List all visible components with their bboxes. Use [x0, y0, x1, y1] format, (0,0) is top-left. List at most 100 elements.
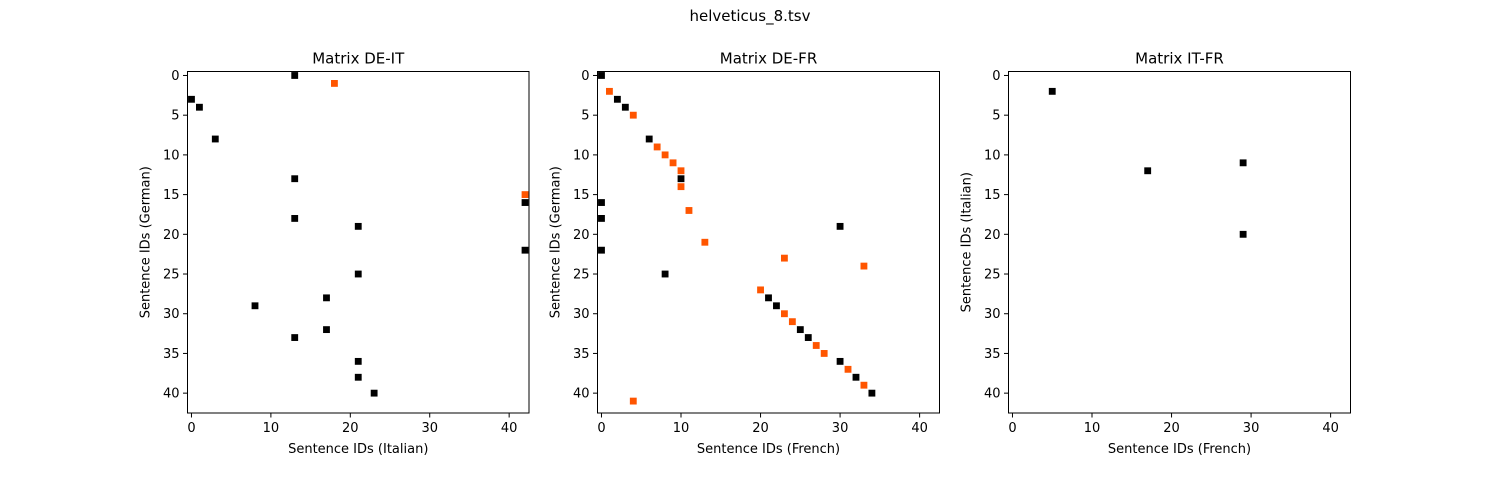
figure-title: helveticus_8.tsv: [689, 7, 811, 25]
data-point: [621, 103, 629, 111]
chart-title: Matrix IT-FR: [1135, 50, 1224, 68]
x-tick-label: 10: [263, 421, 280, 436]
data-point: [860, 381, 868, 389]
data-point: [780, 254, 788, 262]
data-point: [757, 286, 764, 294]
y-tick-label: 20: [573, 228, 590, 243]
x-tick-label: 20: [1163, 421, 1180, 436]
chart-title: Matrix DE-FR: [720, 50, 818, 68]
data-point: [354, 270, 362, 278]
chart-panel-3: 0 10 20 30 40 0 5 10 15 20 25 30 35 40 Matrix IT-FR Sen…: [960, 50, 1351, 457]
data-point: [669, 159, 677, 167]
y-tick-label: 0: [581, 69, 589, 84]
data-point: [661, 270, 669, 278]
y-tick-label: 10: [163, 148, 180, 163]
data-point: [804, 334, 812, 341]
data-point: [606, 87, 613, 95]
x-tick-label: 30: [832, 421, 849, 436]
x-tick-label: 30: [1243, 421, 1260, 436]
data-point: [645, 135, 653, 143]
data-point: [836, 357, 844, 365]
x-tick-label: 10: [1084, 421, 1101, 436]
data-point: [677, 167, 685, 175]
chart-panel-1: 0 10 20 30 40 0 5 10 15 20 25 30 35 40 Matrix DE-IT Sen…: [139, 50, 530, 457]
x-tick-label: 40: [501, 421, 518, 436]
data-point: [629, 111, 637, 119]
data-point: [291, 72, 299, 79]
x-tick-label: 20: [752, 421, 769, 436]
y-tick-label: 20: [163, 228, 180, 243]
data-point: [370, 389, 378, 397]
data-point: [701, 238, 709, 246]
data-point: [685, 207, 693, 214]
x-tick-label: 40: [1322, 421, 1339, 436]
y-tick-label: 40: [573, 387, 590, 402]
x-tick-label: 0: [1008, 421, 1016, 436]
x-tick-label: 10: [673, 421, 690, 436]
data-point: [521, 191, 529, 199]
data-point: [1239, 159, 1247, 167]
data-point: [661, 151, 669, 159]
y-tick-label: 5: [581, 109, 589, 124]
x-tick-label: 40: [911, 421, 928, 436]
chart-panel-2: 0 10 20 30 40 0 5 10 15 20 25 30 35 40 Matrix DE-FR Sen…: [549, 50, 940, 457]
data-point: [188, 95, 195, 103]
x-axis-label: Sentence IDs (French): [697, 442, 840, 457]
data-point: [1239, 230, 1247, 238]
data-point: [354, 222, 362, 230]
x-axis-label: Sentence IDs (Italian): [288, 442, 428, 457]
data-point: [354, 357, 362, 365]
y-tick-label: 40: [163, 387, 180, 402]
plot-frame: [187, 71, 530, 414]
y-tick-label: 25: [573, 268, 590, 283]
data-point: [844, 365, 852, 373]
data-point: [598, 215, 605, 222]
data-point: [521, 199, 529, 206]
y-tick-label: 30: [163, 307, 180, 322]
data-point: [291, 215, 299, 222]
x-tick-label: 0: [187, 421, 195, 436]
data-point: [291, 175, 299, 183]
data-point: [780, 310, 788, 318]
y-tick-label: 10: [573, 148, 590, 163]
data-point: [613, 95, 621, 103]
y-tick-label: 5: [992, 109, 1000, 124]
x-axis-label: Sentence IDs (French): [1108, 442, 1251, 457]
y-tick-label: 25: [984, 268, 1001, 283]
data-point: [521, 246, 529, 254]
data-point: [1144, 167, 1152, 175]
data-point: [836, 222, 844, 230]
y-tick-label: 25: [163, 268, 180, 283]
y-tick-label: 40: [984, 387, 1001, 402]
data-point: [354, 373, 362, 381]
y-tick-label: 35: [573, 347, 590, 362]
y-tick-label: 30: [984, 307, 1001, 322]
y-tick-label: 35: [163, 347, 180, 362]
y-tick-label: 10: [984, 148, 1001, 163]
y-tick-label: 0: [992, 69, 1000, 84]
y-axis-label: Sentence IDs (Italian): [960, 172, 975, 312]
plot-frame: [1008, 71, 1351, 414]
data-point: [852, 373, 860, 381]
y-tick-label: 15: [984, 188, 1001, 203]
x-tick-label: 0: [597, 421, 605, 436]
data-point: [788, 318, 796, 326]
y-axis-label: Sentence IDs (German): [139, 166, 154, 318]
data-point: [331, 80, 338, 87]
data-point: [211, 135, 219, 143]
data-point: [598, 199, 605, 206]
data-point: [860, 262, 868, 270]
data-point: [1048, 87, 1056, 95]
data-point: [868, 389, 876, 397]
y-tick-label: 5: [171, 109, 179, 124]
x-tick-label: 20: [342, 421, 359, 436]
data-point: [773, 302, 780, 310]
data-point: [796, 326, 804, 334]
data-point: [291, 334, 299, 341]
y-tick-label: 35: [984, 347, 1001, 362]
data-point: [820, 350, 828, 357]
y-axis-label: Sentence IDs (German): [549, 166, 564, 318]
data-point: [323, 326, 330, 334]
y-tick-label: 15: [573, 188, 590, 203]
